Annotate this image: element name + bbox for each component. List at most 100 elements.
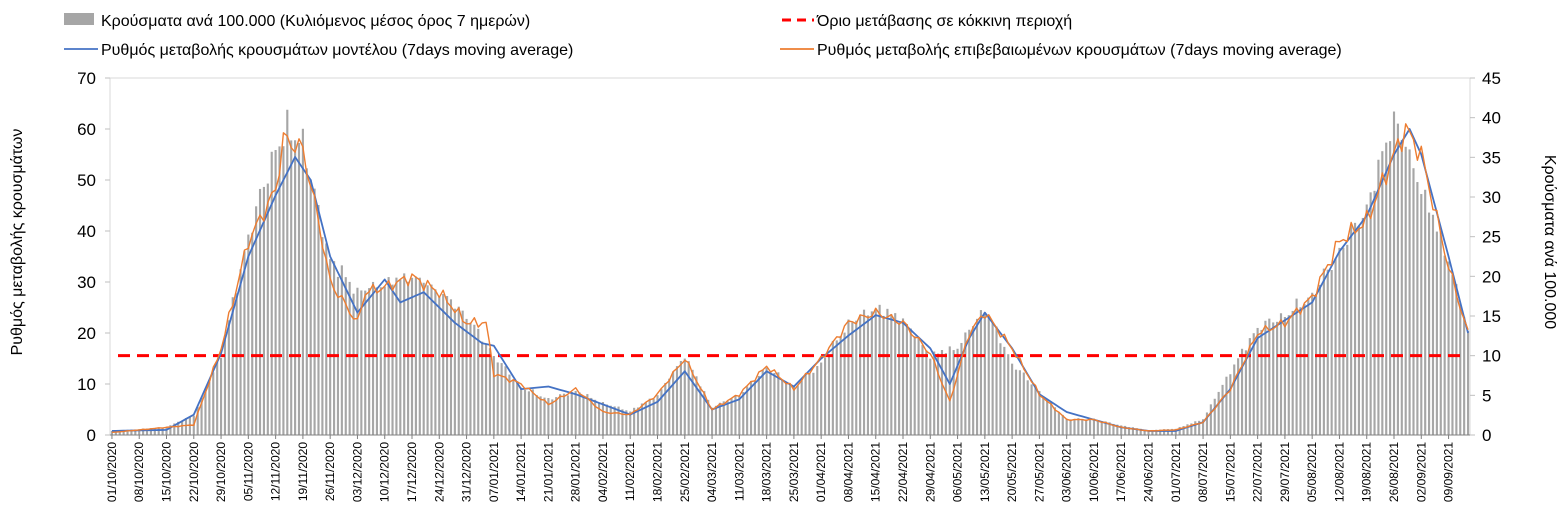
bar-mark (574, 390, 577, 435)
bar-mark (1065, 418, 1068, 435)
bar-mark (975, 318, 979, 435)
bar-mark (1061, 414, 1064, 435)
bar-mark (1135, 428, 1138, 435)
bar-mark (714, 405, 718, 435)
bar-mark (1272, 322, 1275, 435)
bar-mark (1276, 321, 1279, 435)
bar-mark (356, 287, 359, 435)
bar-mark (1163, 429, 1166, 435)
bar-mark (1198, 420, 1201, 435)
y-right-tick-label: 10 (1482, 347, 1501, 366)
y-right-tick-label: 45 (1482, 69, 1501, 88)
bar-mark (1244, 350, 1247, 435)
bar-mark (1365, 204, 1368, 435)
bar-mark (972, 326, 975, 435)
bar-mark (948, 346, 951, 435)
x-tick-label: 29/07/2021 (1278, 442, 1292, 502)
x-tick-label: 07/01/2021 (487, 442, 501, 502)
bar-mark (219, 357, 223, 435)
bar-mark (1416, 182, 1419, 435)
bar-mark (181, 420, 184, 435)
bar-mark (1431, 214, 1435, 435)
legend-item: Ρυθμός μεταβολής κρουσμάτων μοντέλου (7d… (64, 42, 573, 59)
x-tick-label: 19/11/2020 (296, 442, 310, 501)
bar-mark (792, 386, 795, 435)
bar-mark (188, 416, 191, 435)
bar-mark (566, 395, 569, 435)
bar-mark (212, 372, 215, 435)
bar-mark (407, 281, 410, 435)
bar-mark (1283, 317, 1286, 435)
bar-mark (866, 315, 870, 435)
bar-mark (1186, 424, 1189, 435)
bar-mark (1046, 399, 1049, 435)
y-left-tick-label: 50 (77, 171, 96, 190)
x-tick-label: 26/11/2020 (323, 442, 337, 501)
bar-mark (1221, 384, 1224, 435)
bar-mark (418, 277, 421, 435)
bar-mark (983, 312, 986, 435)
bar-mark (862, 309, 866, 435)
bar-mark (126, 429, 129, 435)
x-tick-label: 01/07/2021 (1169, 442, 1183, 502)
bar-mark (138, 429, 141, 435)
bar-mark (239, 269, 242, 435)
x-tick-label: 11/03/2021 (732, 442, 746, 501)
bar-mark (1252, 333, 1255, 435)
bar-mark (570, 391, 573, 435)
bar-mark (504, 366, 507, 435)
x-tick-label: 12/08/2021 (1332, 442, 1346, 502)
x-tick-label: 29/04/2021 (923, 442, 937, 502)
bar-mark (742, 392, 745, 435)
bar-mark (1143, 429, 1146, 435)
bar-mark (1139, 428, 1142, 435)
bar-mark (325, 243, 328, 435)
y-left-tick-label: 20 (77, 324, 96, 343)
bar-mark (1124, 425, 1127, 435)
bar-mark (235, 293, 238, 435)
bar-mark (769, 371, 772, 435)
bar-mark (816, 366, 819, 435)
bar-mark (223, 339, 227, 435)
bar-mark (796, 385, 799, 435)
bar-mark (438, 296, 441, 435)
bar-mark (991, 322, 994, 435)
bar-mark (1240, 348, 1244, 435)
bar-mark (426, 285, 429, 435)
bar-mark (1412, 168, 1415, 435)
bar-mark (1338, 247, 1341, 435)
bar-mark (395, 277, 398, 435)
bar-mark (734, 396, 737, 435)
bar-mark (1420, 194, 1423, 435)
bar-mark (1030, 384, 1033, 435)
bar-mark (1042, 396, 1045, 435)
bar-mark (921, 344, 924, 435)
bar-mark (216, 362, 219, 435)
bar-mark (1127, 427, 1131, 435)
x-tick-label: 01/04/2021 (814, 442, 828, 502)
bar-mark (274, 150, 277, 435)
legend-label: Όριο μετάβασης σε κόκκινη περιοχή (816, 13, 1072, 30)
bar-mark (153, 427, 156, 435)
bar-mark (1307, 297, 1310, 435)
bar-mark (329, 259, 332, 435)
bar-mark (890, 314, 893, 435)
x-tick-label: 21/01/2021 (541, 442, 555, 502)
y-left-tick-label: 30 (77, 273, 96, 292)
x-tick-label: 17/12/2020 (405, 442, 419, 502)
bar-mark (812, 372, 815, 435)
bar-mark (1268, 318, 1271, 435)
bar-mark (695, 376, 698, 435)
bar-mark (956, 348, 959, 435)
bar-mark (149, 428, 152, 435)
bar-mark (597, 402, 601, 435)
x-tick-label: 22/10/2020 (187, 442, 201, 502)
x-tick-label: 08/07/2021 (1196, 442, 1210, 502)
bar-mark (1014, 369, 1018, 435)
bar-mark (1038, 391, 1041, 435)
bar-mark (251, 232, 254, 435)
bar-mark (321, 237, 324, 435)
bar-mark (1396, 123, 1399, 435)
